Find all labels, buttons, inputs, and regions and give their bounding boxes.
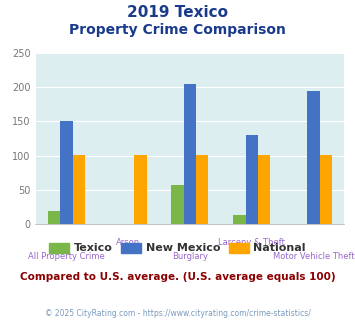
Bar <box>48 211 60 224</box>
Bar <box>184 84 196 224</box>
Text: © 2025 CityRating.com - https://www.cityrating.com/crime-statistics/: © 2025 CityRating.com - https://www.city… <box>45 309 310 317</box>
Bar <box>134 155 147 224</box>
Text: All Property Crime: All Property Crime <box>28 252 105 261</box>
Bar <box>233 215 246 224</box>
Text: Burglary: Burglary <box>172 252 208 261</box>
Bar <box>258 155 270 224</box>
Bar <box>196 155 208 224</box>
Bar <box>72 155 85 224</box>
Bar <box>307 90 320 224</box>
Bar <box>171 185 184 224</box>
Text: Arson: Arson <box>116 238 140 247</box>
Text: Larceny & Theft: Larceny & Theft <box>218 238 285 247</box>
Text: Compared to U.S. average. (U.S. average equals 100): Compared to U.S. average. (U.S. average … <box>20 272 335 282</box>
Text: Motor Vehicle Theft: Motor Vehicle Theft <box>273 252 354 261</box>
Bar <box>60 121 72 224</box>
Text: Property Crime Comparison: Property Crime Comparison <box>69 23 286 37</box>
Bar <box>320 155 332 224</box>
Legend: Texico, New Mexico, National: Texico, New Mexico, National <box>45 238 310 258</box>
Bar <box>246 135 258 224</box>
Text: 2019 Texico: 2019 Texico <box>127 5 228 20</box>
